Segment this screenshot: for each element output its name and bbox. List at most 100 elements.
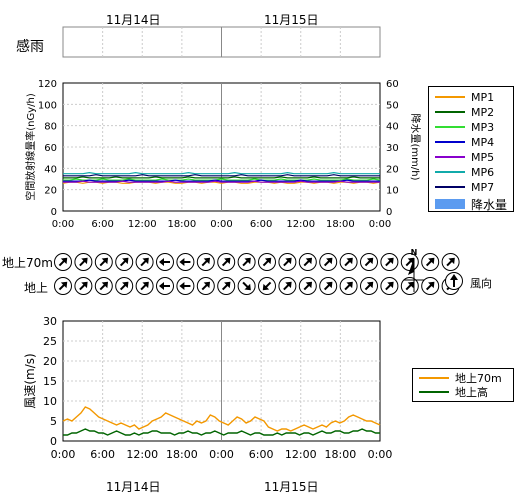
radiation-y-tick-label: 40	[44, 164, 57, 175]
legend-item-precipitation: 降水量	[435, 197, 508, 212]
wind-arrow-head	[60, 257, 68, 265]
wind-arrow-head	[159, 258, 164, 266]
wind-arrow-glyph	[201, 257, 211, 267]
wind-x-tick-label: 0:00	[51, 448, 76, 461]
wind-x-tick-label: 18:00	[166, 448, 198, 461]
wind-arrow-icon-ground	[156, 277, 174, 295]
wind-arrow-icon-70m	[339, 253, 358, 271]
wind-arrow-glyph	[79, 257, 88, 267]
wind-arrow-head	[244, 257, 251, 265]
wind-arrow-glyph	[140, 281, 149, 291]
radiation-y-tick-label: 0	[51, 207, 57, 218]
wind-y-tick-label: 10	[43, 395, 57, 408]
wind-arrow-glyph	[179, 282, 191, 290]
wind-row-label-70m: 地上70m	[2, 256, 53, 270]
wind-arrow-glyph	[364, 281, 374, 291]
wind-arrow-head	[285, 257, 292, 265]
wind-arrow-icon-70m	[196, 253, 215, 271]
wind-arrow-head	[326, 257, 333, 265]
wind-arrow-glyph	[344, 257, 353, 267]
legend-swatch	[419, 377, 449, 379]
wind-arrow-head	[387, 257, 394, 265]
legend-label: MP4	[471, 135, 495, 149]
wind-arrow-glyph	[283, 281, 292, 291]
series-line-wind-ground	[63, 428, 380, 436]
wind-x-tick-label: 12:00	[126, 448, 158, 461]
wind-arrow-icon-ground	[298, 277, 317, 295]
wind-arrow-head	[448, 257, 455, 265]
wind-arrow-glyph	[179, 258, 191, 266]
wind-x-tick-label: 6:00	[249, 448, 274, 461]
wind-arrow-glyph	[446, 257, 455, 267]
precip-y-axis-label: 降水量(mm/h)	[409, 114, 422, 181]
wind-arrow-glyph	[425, 281, 435, 291]
legend-label: MP6	[471, 165, 495, 179]
wind-arrow-icon-70m	[441, 253, 460, 271]
wind-arrow-glyph	[159, 258, 170, 266]
legend-swatch	[435, 96, 465, 98]
legend-label: MP1	[471, 90, 495, 104]
radiation-x-tick-label: 18:00	[167, 219, 196, 230]
legend-label: MP5	[471, 150, 495, 164]
legend-label: MP2	[471, 105, 495, 119]
wind-arrow-glyph	[119, 281, 129, 291]
wind-arrow-glyph	[323, 281, 333, 291]
wind-arrow-head	[285, 281, 292, 289]
legend-swatch	[435, 199, 465, 209]
legend-swatch	[435, 141, 465, 143]
wind-arrow-head	[387, 281, 394, 289]
legend-swatch	[435, 171, 465, 173]
wind-arrow-glyph	[405, 281, 415, 291]
wind-arrow-icon-70m	[54, 253, 72, 271]
radiation-x-tick-label: 12:00	[286, 219, 315, 230]
precip-y-tick-label: 10	[386, 186, 399, 197]
wind-arrow-glyph	[385, 281, 394, 291]
wind-arrow-icon-70m	[176, 253, 195, 271]
precip-y-tick-label: 20	[386, 164, 399, 175]
wind-arrow-head	[179, 258, 185, 266]
wind-arrow-head	[179, 282, 185, 290]
precip-y-tick-label: 50	[386, 100, 399, 111]
wind-arrow-head	[101, 281, 109, 289]
wind-arrow-head	[142, 281, 149, 289]
wind-arrow-icon-70m	[380, 253, 399, 271]
wind-arrow-head	[264, 257, 272, 265]
radiation-y-tick-label: 20	[44, 186, 57, 197]
wind-arrow-icon-70m	[94, 253, 113, 271]
legend-item-mp1: MP1	[435, 90, 494, 104]
wind-arrow-head	[60, 281, 68, 289]
wind-arrow-icon-ground	[54, 277, 72, 295]
wind-x-tick-label: 0:00	[368, 448, 393, 461]
compass-arrow-icon	[408, 258, 414, 275]
wind-x-tick-label: 18:00	[325, 448, 357, 461]
wind-arrow-head	[142, 257, 149, 265]
wind-arrow-glyph	[242, 257, 251, 267]
wind-arrow-glyph	[79, 281, 88, 291]
legend-item-mp4: MP4	[435, 135, 494, 149]
wind-arrow-icon-70m	[156, 253, 174, 271]
wind-arrow-glyph	[425, 257, 435, 267]
legend-arrow-head	[450, 274, 458, 280]
wind-arrow-icon-ground	[74, 277, 93, 295]
precip-y-tick-label: 60	[386, 79, 399, 90]
radiation-y-tick-label: 100	[38, 100, 57, 111]
wind-arrow-head	[101, 257, 109, 265]
wind-arrow-head	[224, 257, 231, 265]
wind-arrow-head	[346, 257, 353, 265]
wind-arrow-head	[366, 281, 374, 289]
wind-direction-legend-icon	[445, 272, 463, 290]
wind-arrow-head	[366, 257, 374, 265]
wind-x-tick-label: 6:00	[90, 448, 115, 461]
wind-arrow-icon-ground	[135, 277, 154, 295]
wind-arrow-head	[262, 283, 270, 291]
wind-arrow-glyph	[242, 281, 251, 291]
wind-arrow-glyph	[262, 257, 272, 267]
wind-arrow-glyph	[221, 281, 231, 291]
wind-arrow-icon-70m	[298, 253, 317, 271]
wind-arrow-glyph	[323, 257, 333, 267]
radiation-y-axis-label: 空間放射線量率(nGy/h)	[24, 93, 37, 201]
legend-label: MP3	[471, 120, 495, 134]
series-line-mp5	[63, 180, 380, 183]
legend-label: 降水量	[471, 197, 508, 212]
wind-arrow-icon-70m	[74, 253, 93, 271]
